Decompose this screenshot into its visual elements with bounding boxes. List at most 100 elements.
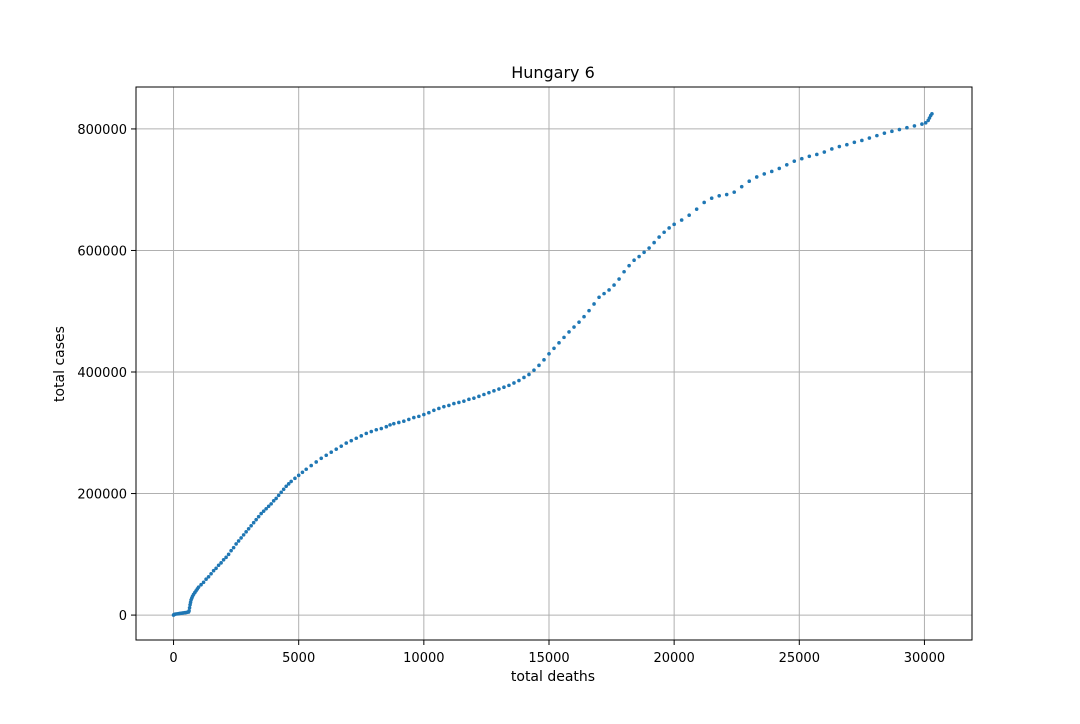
data-point: [239, 536, 243, 540]
data-point: [815, 152, 819, 157]
data-point: [417, 414, 421, 419]
data-point: [254, 517, 258, 522]
data-point: [912, 124, 917, 128]
data-point: [522, 375, 526, 380]
data-point: [281, 487, 286, 492]
data-point: [632, 258, 636, 262]
data-point: [392, 421, 396, 426]
data-point: [637, 254, 641, 259]
data-point: [739, 184, 744, 189]
data-point: [582, 314, 586, 319]
data-point: [374, 427, 379, 432]
data-point: [329, 450, 334, 455]
data-point: [652, 240, 656, 245]
data-point: [687, 213, 691, 218]
y-tick-label: 200000: [77, 488, 127, 503]
data-point: [487, 390, 491, 395]
data-point: [647, 246, 651, 250]
x-tick-label: 20000: [653, 651, 694, 666]
data-point: [807, 154, 812, 159]
data-point: [527, 372, 531, 377]
data-point: [562, 335, 566, 340]
data-point: [552, 346, 556, 351]
data-point: [517, 378, 521, 383]
data-point: [427, 410, 431, 415]
data-point: [276, 493, 281, 498]
data-point: [867, 136, 872, 140]
x-tick-label: 25000: [779, 651, 820, 666]
data-point: [201, 580, 206, 585]
data-point: [822, 150, 827, 154]
data-point: [709, 196, 714, 201]
y-tick-label: 0: [119, 609, 127, 624]
x-axis-label: total deaths: [511, 669, 595, 685]
data-point: [747, 179, 752, 183]
data-point: [890, 129, 894, 134]
data-point: [905, 125, 909, 130]
data-point: [236, 539, 241, 543]
data-point: [777, 166, 782, 171]
data-point: [694, 207, 699, 211]
data-point: [754, 175, 759, 179]
data-point: [472, 396, 476, 400]
data-point: [792, 159, 797, 163]
data-point: [204, 577, 208, 582]
data-point: [314, 460, 319, 464]
data-point: [264, 506, 268, 511]
data-point: [206, 575, 211, 579]
data-point: [592, 302, 596, 306]
data-point: [214, 566, 218, 571]
data-point: [679, 218, 684, 222]
data-point: [502, 385, 506, 390]
data-point: [251, 520, 256, 525]
data-point: [607, 288, 611, 292]
data-point: [507, 383, 511, 388]
data-point: [462, 399, 466, 403]
data-point: [557, 341, 561, 345]
data-point: [762, 172, 767, 176]
data-point: [271, 499, 276, 503]
data-point: [407, 417, 411, 422]
data-point: [860, 138, 864, 143]
data-point: [196, 585, 201, 589]
scatter-series: [171, 111, 934, 617]
data-point: [231, 545, 236, 550]
y-axis: 0 200000 400000 600000 800000: [77, 123, 136, 624]
data-point: [209, 571, 213, 576]
data-point: [657, 235, 661, 239]
data-point: [339, 444, 344, 448]
data-point: [477, 394, 481, 399]
data-point: [422, 412, 426, 417]
data-point: [274, 496, 278, 501]
data-point: [344, 441, 349, 445]
data-point: [259, 511, 263, 516]
data-point: [724, 192, 729, 197]
data-point: [597, 295, 601, 300]
data-point: [304, 467, 309, 472]
data-point: [199, 582, 203, 587]
data-point: [622, 269, 626, 274]
data-point: [642, 250, 646, 255]
data-point: [349, 438, 354, 443]
data-point: [875, 133, 879, 138]
data-point: [457, 400, 461, 405]
plot-frame: [135, 86, 973, 641]
data-point: [882, 131, 887, 135]
data-point: [717, 193, 721, 198]
data-point: [284, 484, 288, 489]
data-point: [852, 140, 857, 145]
data-point: [412, 415, 416, 420]
data-point: [667, 226, 671, 230]
data-point: [219, 561, 223, 565]
data-point: [324, 453, 329, 458]
y-tick-label: 400000: [77, 366, 127, 381]
data-point: [229, 548, 233, 553]
data-point: [672, 222, 676, 227]
y-axis-label: total cases: [52, 326, 68, 402]
data-point: [447, 403, 451, 408]
data-point: [602, 291, 606, 296]
data-point: [289, 479, 293, 484]
data-point: [784, 162, 789, 167]
grid-layer: [136, 87, 972, 640]
